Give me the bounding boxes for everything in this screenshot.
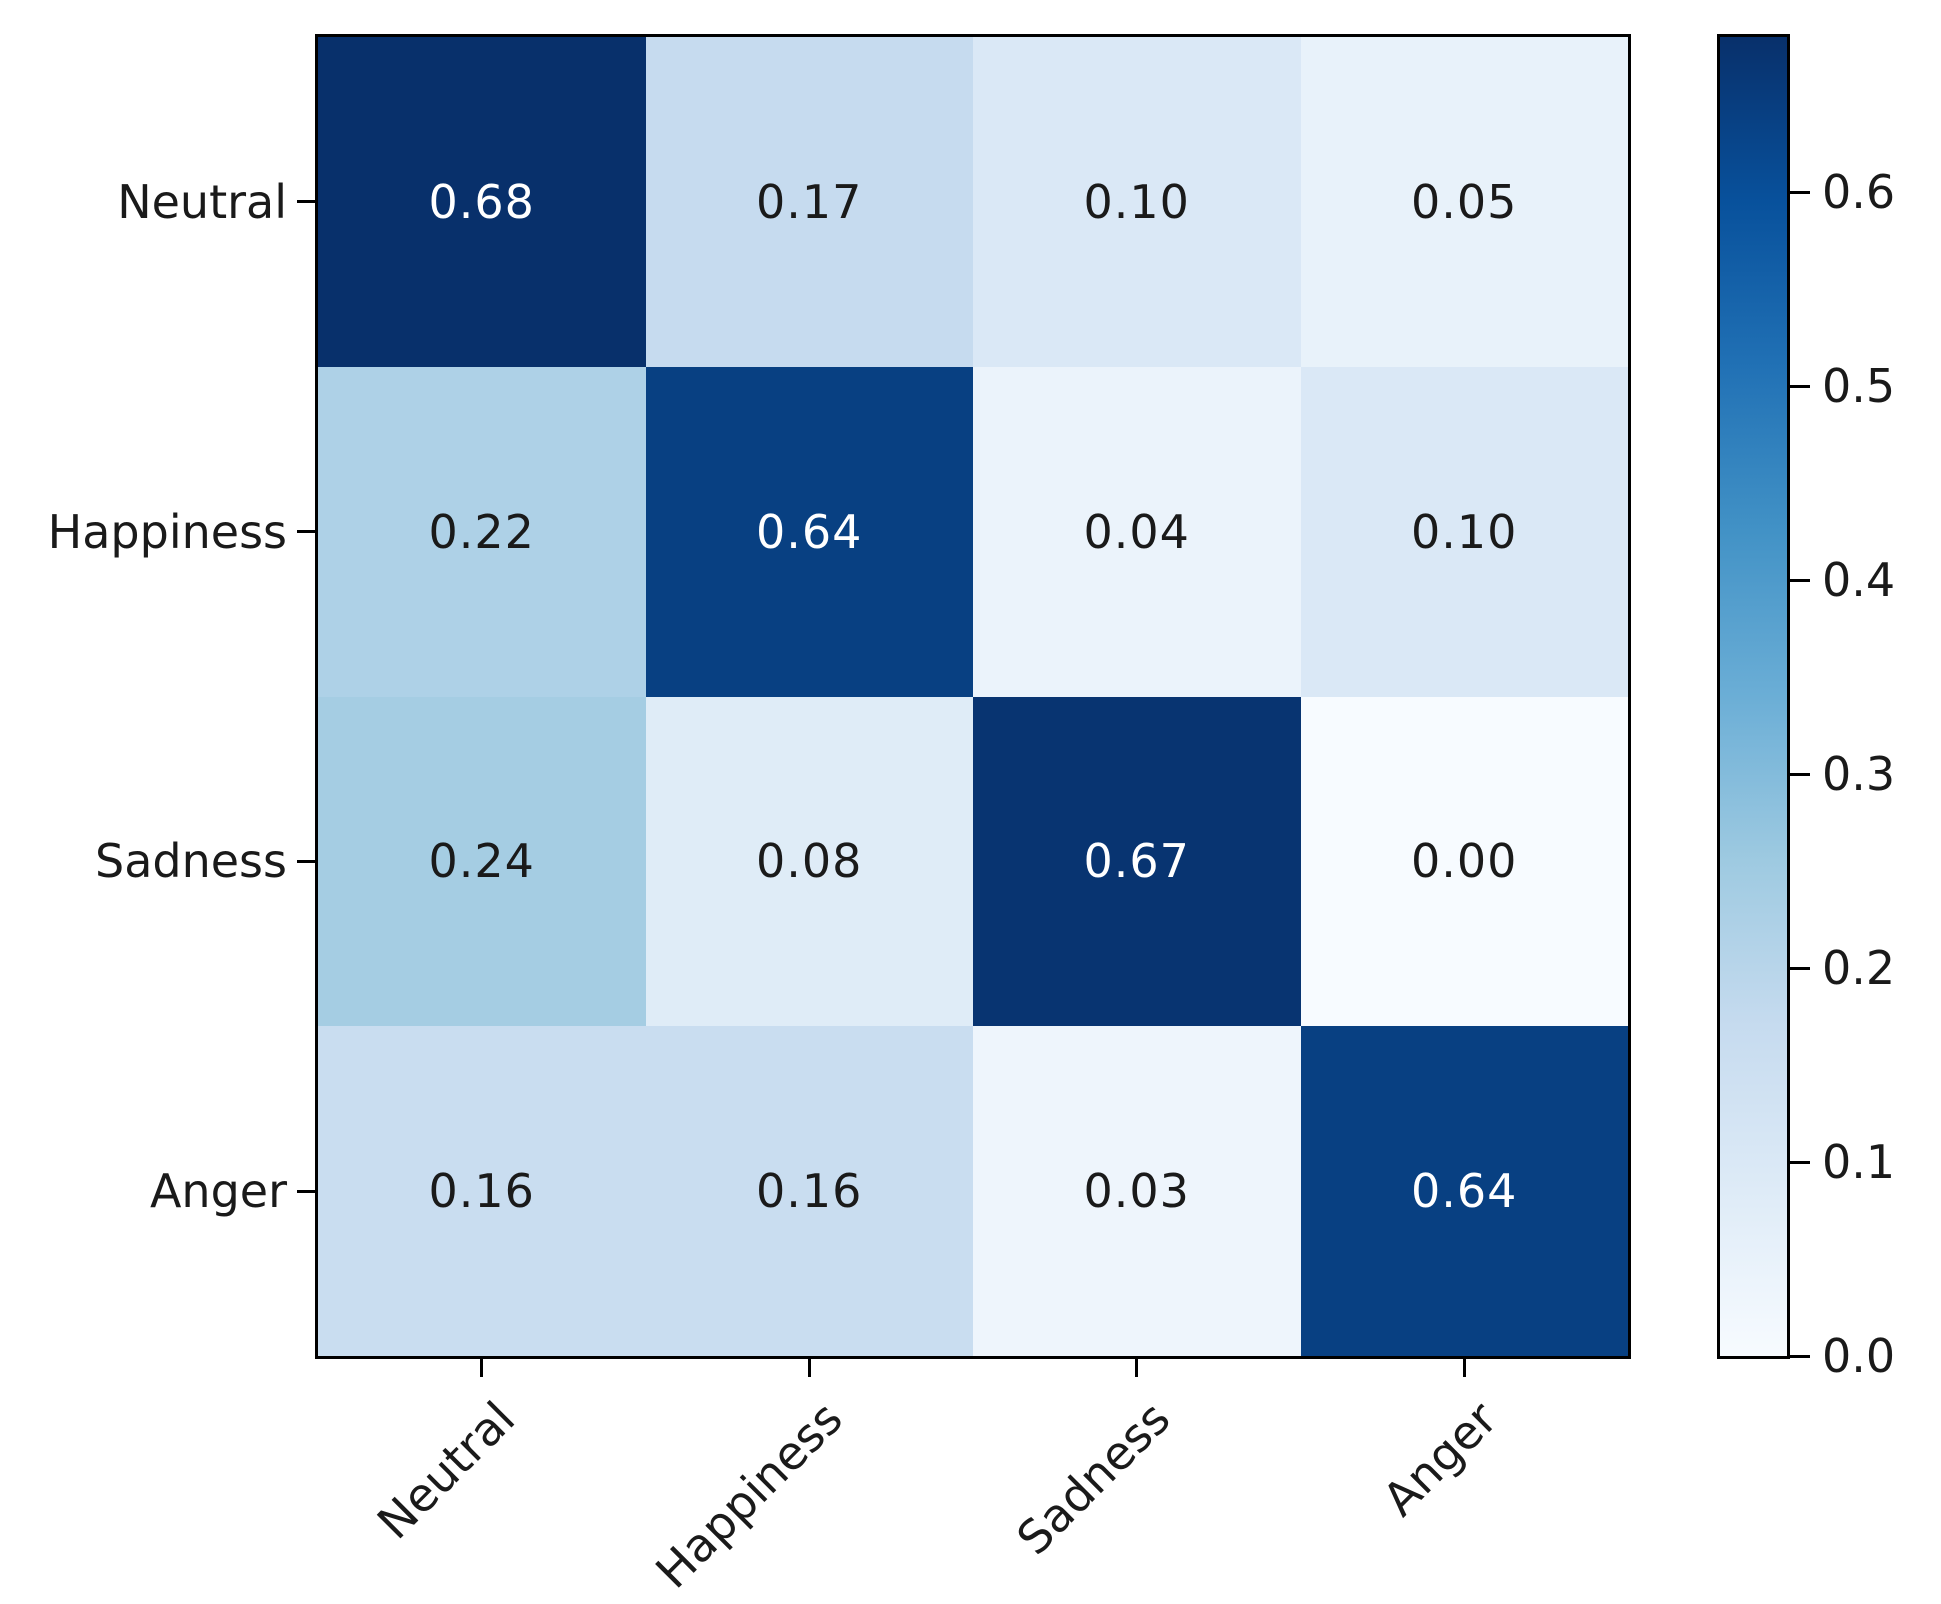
cell-value: 0.22 xyxy=(428,504,535,559)
colorbar-tick-label: 0.4 xyxy=(1822,553,1896,608)
cell-value: 0.67 xyxy=(1083,834,1190,889)
y-tick-label: Happiness xyxy=(47,504,287,559)
cell-value: 0.16 xyxy=(428,1164,535,1219)
colorbar-tick-label: 0.2 xyxy=(1822,941,1896,996)
cell-value: 0.04 xyxy=(1083,504,1190,559)
heatmap-cell: 0.64 xyxy=(645,366,973,697)
x-tick-label: Anger xyxy=(1372,1391,1508,1527)
cell-value: 0.03 xyxy=(1083,1164,1190,1219)
colorbar-tick-mark xyxy=(1790,1354,1810,1358)
cell-value: 0.68 xyxy=(428,174,535,229)
y-tick-label: Neutral xyxy=(117,174,287,229)
colorbar-tick-label: 0.5 xyxy=(1822,359,1896,414)
y-tick-mark xyxy=(297,1189,318,1193)
colorbar-tick-mark xyxy=(1790,578,1810,582)
x-tick-mark xyxy=(480,1356,484,1377)
y-tick-label: Anger xyxy=(149,1164,287,1219)
heatmap-cell: 0.64 xyxy=(1300,1026,1628,1356)
y-tick-mark xyxy=(297,859,318,863)
cell-value: 0.10 xyxy=(1083,174,1190,229)
heatmap-cell: 0.10 xyxy=(973,37,1301,367)
colorbar-tick-label: 0.1 xyxy=(1822,1135,1896,1190)
heatmap-cell: 0.00 xyxy=(1300,696,1628,1027)
colorbar-tick-mark xyxy=(1790,384,1810,388)
heatmap-cell: 0.08 xyxy=(645,696,973,1027)
heatmap-cell: 0.04 xyxy=(973,366,1301,697)
x-tick-mark xyxy=(807,1356,811,1377)
heatmap-cell: 0.10 xyxy=(1300,366,1628,697)
heatmap-cell: 0.03 xyxy=(973,1026,1301,1356)
cell-value: 0.64 xyxy=(1411,1164,1518,1219)
colorbar-tick-mark xyxy=(1790,966,1810,970)
cell-value: 0.64 xyxy=(756,504,863,559)
cell-value: 0.05 xyxy=(1411,174,1518,229)
heatmap-plot-area: 0.68 0.17 0.10 0.05 0.22 0.64 0.04 0.10 0.24 0.08… xyxy=(315,34,1631,1359)
cell-value: 0.00 xyxy=(1411,834,1518,889)
x-tick-label: Sadness xyxy=(1006,1391,1181,1566)
x-tick-mark xyxy=(1135,1356,1139,1377)
x-tick-label: Neutral xyxy=(366,1391,526,1550)
x-tick-label: Happiness xyxy=(645,1391,853,1599)
heatmap-cell: 0.16 xyxy=(318,1026,646,1356)
heatmap-cell: 0.67 xyxy=(973,696,1301,1027)
x-tick-mark xyxy=(1462,1356,1466,1377)
heatmap-cell: 0.16 xyxy=(645,1026,973,1356)
heatmap-grid: 0.68 0.17 0.10 0.05 0.22 0.64 0.04 0.10 0.24 0.08… xyxy=(318,37,1628,1356)
colorbar-tick-mark xyxy=(1790,772,1810,776)
heatmap-cell: 0.17 xyxy=(645,37,973,367)
heatmap-cell: 0.24 xyxy=(318,696,646,1027)
cell-value: 0.10 xyxy=(1411,504,1518,559)
y-tick-mark xyxy=(297,200,318,204)
colorbar-tick-label: 0.3 xyxy=(1822,747,1896,802)
cell-value: 0.16 xyxy=(756,1164,863,1219)
colorbar xyxy=(1717,34,1790,1359)
y-tick-label: Sadness xyxy=(95,834,287,889)
cell-value: 0.08 xyxy=(756,834,863,889)
cell-value: 0.24 xyxy=(428,834,535,889)
colorbar-tick-label: 0.6 xyxy=(1822,165,1896,220)
colorbar-tick-mark xyxy=(1790,190,1810,194)
heatmap-cell: 0.05 xyxy=(1300,37,1628,367)
colorbar-border xyxy=(1717,34,1790,1359)
heatmap-cell: 0.68 xyxy=(318,37,646,367)
y-tick-mark xyxy=(297,530,318,534)
colorbar-tick-mark xyxy=(1790,1160,1810,1164)
colorbar-tick-label: 0.0 xyxy=(1822,1329,1896,1383)
cell-value: 0.17 xyxy=(756,174,863,229)
heatmap-cell: 0.22 xyxy=(318,366,646,697)
